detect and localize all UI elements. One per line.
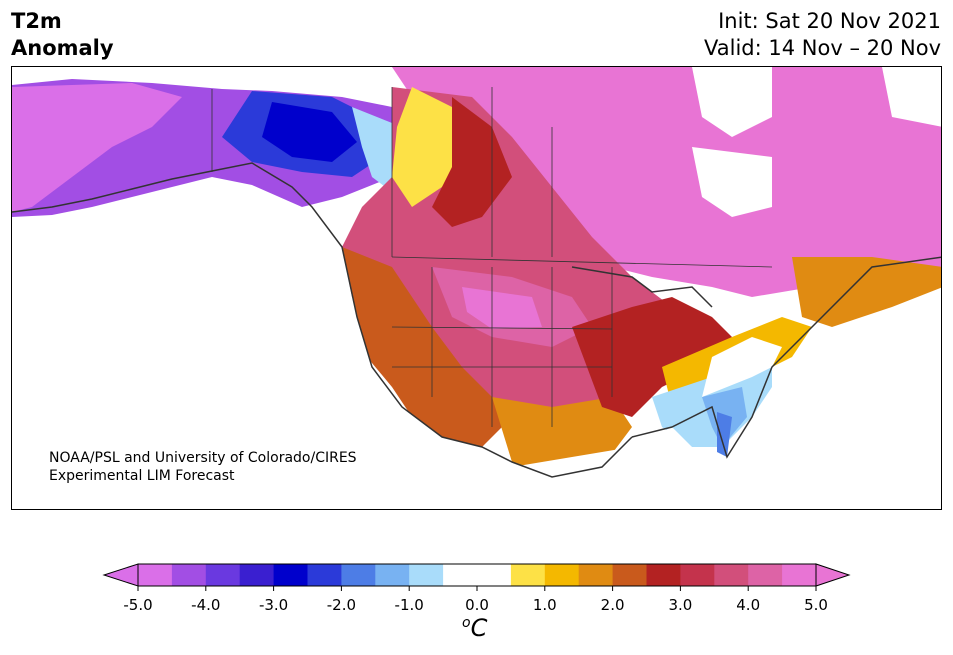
colorbar-tick-label: 5.0 bbox=[804, 596, 828, 614]
credit-line-2: Experimental LIM Forecast bbox=[49, 468, 235, 484]
unit-celsius: C bbox=[470, 614, 488, 642]
colorbar-swatch bbox=[273, 564, 308, 586]
hudson-bay bbox=[692, 67, 772, 137]
colorbar-tick-label: -1.0 bbox=[395, 596, 424, 614]
chart-title: T2m Anomaly bbox=[11, 8, 114, 62]
colorbar-swatch bbox=[748, 564, 783, 586]
colorbar-swatch bbox=[510, 564, 546, 586]
region-florida bbox=[717, 412, 732, 457]
credit-text: NOAA/PSL and University of Colorado/CIRE… bbox=[49, 449, 357, 485]
anomaly-map bbox=[11, 66, 942, 510]
region-yukon-core bbox=[262, 102, 357, 162]
colorbar-swatch bbox=[612, 564, 647, 586]
valid-range: Valid: 14 Nov – 20 Nov bbox=[704, 36, 941, 60]
colorbar-tick-label: -5.0 bbox=[123, 596, 152, 614]
colorbar-swatch bbox=[375, 564, 410, 586]
colorbar-tick-label: 1.0 bbox=[533, 596, 557, 614]
state-borders bbox=[211, 87, 773, 427]
region-alaska-west bbox=[12, 83, 182, 212]
colorbar-tick-label: -3.0 bbox=[259, 596, 288, 614]
colorbar-swatch bbox=[477, 564, 512, 586]
colorbar-swatch bbox=[138, 564, 173, 586]
title-line-2: Anomaly bbox=[11, 36, 114, 60]
forecast-dates: Init: Sat 20 Nov 2021 Valid: 14 Nov – 20… bbox=[704, 8, 941, 62]
colorbar-under-arrow bbox=[102, 563, 139, 587]
colorbar-swatch bbox=[239, 564, 275, 586]
region-appalachian-neutral bbox=[702, 337, 782, 397]
gulf-of-mexico bbox=[512, 427, 770, 509]
colorbar-swatch bbox=[171, 564, 207, 586]
colorbar-tick-label: -4.0 bbox=[191, 596, 220, 614]
colorbar-unit: oC bbox=[462, 614, 487, 642]
baffin-bay bbox=[882, 67, 941, 127]
colorbar-swatch bbox=[341, 564, 376, 586]
colorbar-swatch bbox=[714, 564, 749, 586]
colorbar-swatch bbox=[578, 564, 614, 586]
colorbar-tick-label: -2.0 bbox=[327, 596, 356, 614]
colorbar-swatch bbox=[307, 564, 342, 586]
colorbar-swatch bbox=[782, 564, 817, 586]
region-canada-north bbox=[392, 67, 941, 297]
credit-line-1: NOAA/PSL and University of Colorado/CIRE… bbox=[49, 450, 357, 466]
colorbar-tick-label: 0.0 bbox=[465, 596, 489, 614]
unit-degree: o bbox=[462, 615, 471, 631]
map-svg bbox=[12, 67, 941, 509]
init-date: Init: Sat 20 Nov 2021 bbox=[718, 9, 941, 33]
colorbar-swatch bbox=[409, 564, 444, 586]
colorbar-swatch bbox=[205, 564, 241, 586]
region-rockies-core bbox=[462, 287, 542, 329]
colorbar-swatch bbox=[544, 564, 580, 586]
hudson-bay-south bbox=[692, 147, 772, 217]
pacific-ocean bbox=[12, 327, 491, 509]
colorbar-swatch bbox=[443, 564, 478, 586]
title-line-1: T2m bbox=[11, 9, 62, 33]
region-us-west bbox=[342, 247, 512, 447]
colorbar-tick-label: 3.0 bbox=[668, 596, 692, 614]
colorbar-swatch bbox=[680, 564, 715, 586]
colorbar-tick-label: 2.0 bbox=[601, 596, 625, 614]
colorbar-swatch bbox=[646, 564, 681, 586]
colorbar-tick-label: 4.0 bbox=[736, 596, 760, 614]
colorbar-over-arrow bbox=[815, 563, 851, 587]
